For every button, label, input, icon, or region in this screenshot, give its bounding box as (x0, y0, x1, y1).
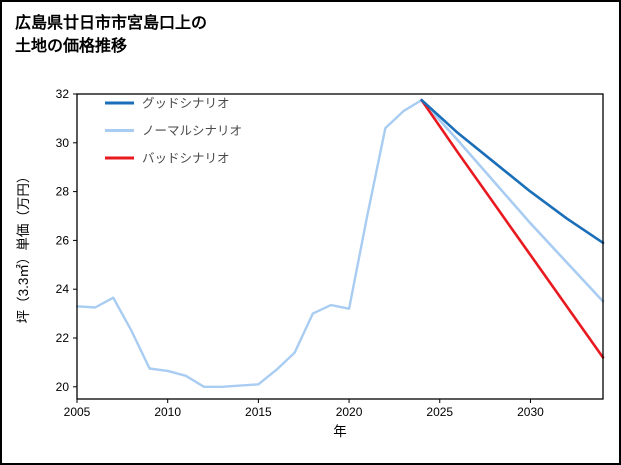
y-tick-label: 20 (56, 380, 70, 394)
series-history-line (75, 98, 423, 388)
y-axis-label: 坪（3.3㎡）単価（万円） (16, 170, 31, 324)
page-title-line2: 土地の価格推移 (15, 38, 128, 55)
page-title-line1: 広島県廿日市市宮島口上の (15, 15, 208, 32)
y-tick-label: 30 (56, 136, 70, 150)
y-tick-label: 28 (56, 185, 70, 199)
x-tick-label: 2025 (426, 405, 453, 419)
x-tick-label: 2005 (64, 405, 91, 419)
x-axis-label: 年 (333, 424, 347, 439)
y-tick-label: 32 (56, 87, 70, 101)
plot-border (76, 93, 604, 400)
y-tick-label: 22 (56, 331, 70, 345)
y-tick-label: 24 (56, 282, 70, 296)
y-tick-label: 26 (56, 233, 70, 247)
series-normal-line (420, 98, 605, 303)
x-tick-label: 2010 (154, 405, 181, 419)
legend-label-good: グッドシナリオ (142, 97, 230, 111)
x-tick-label: 2030 (517, 405, 544, 419)
x-tick-label: 2020 (336, 405, 363, 419)
legend-label-normal: ノーマルシナリオ (142, 124, 242, 138)
legend-label-bad: バッドシナリオ (142, 152, 230, 166)
x-tick-label: 2015 (245, 405, 272, 419)
page-title: 広島県廿日市市宮島口上の 土地の価格推移 (15, 12, 207, 58)
series-bad-line (420, 98, 605, 359)
series-good-line (420, 98, 605, 245)
